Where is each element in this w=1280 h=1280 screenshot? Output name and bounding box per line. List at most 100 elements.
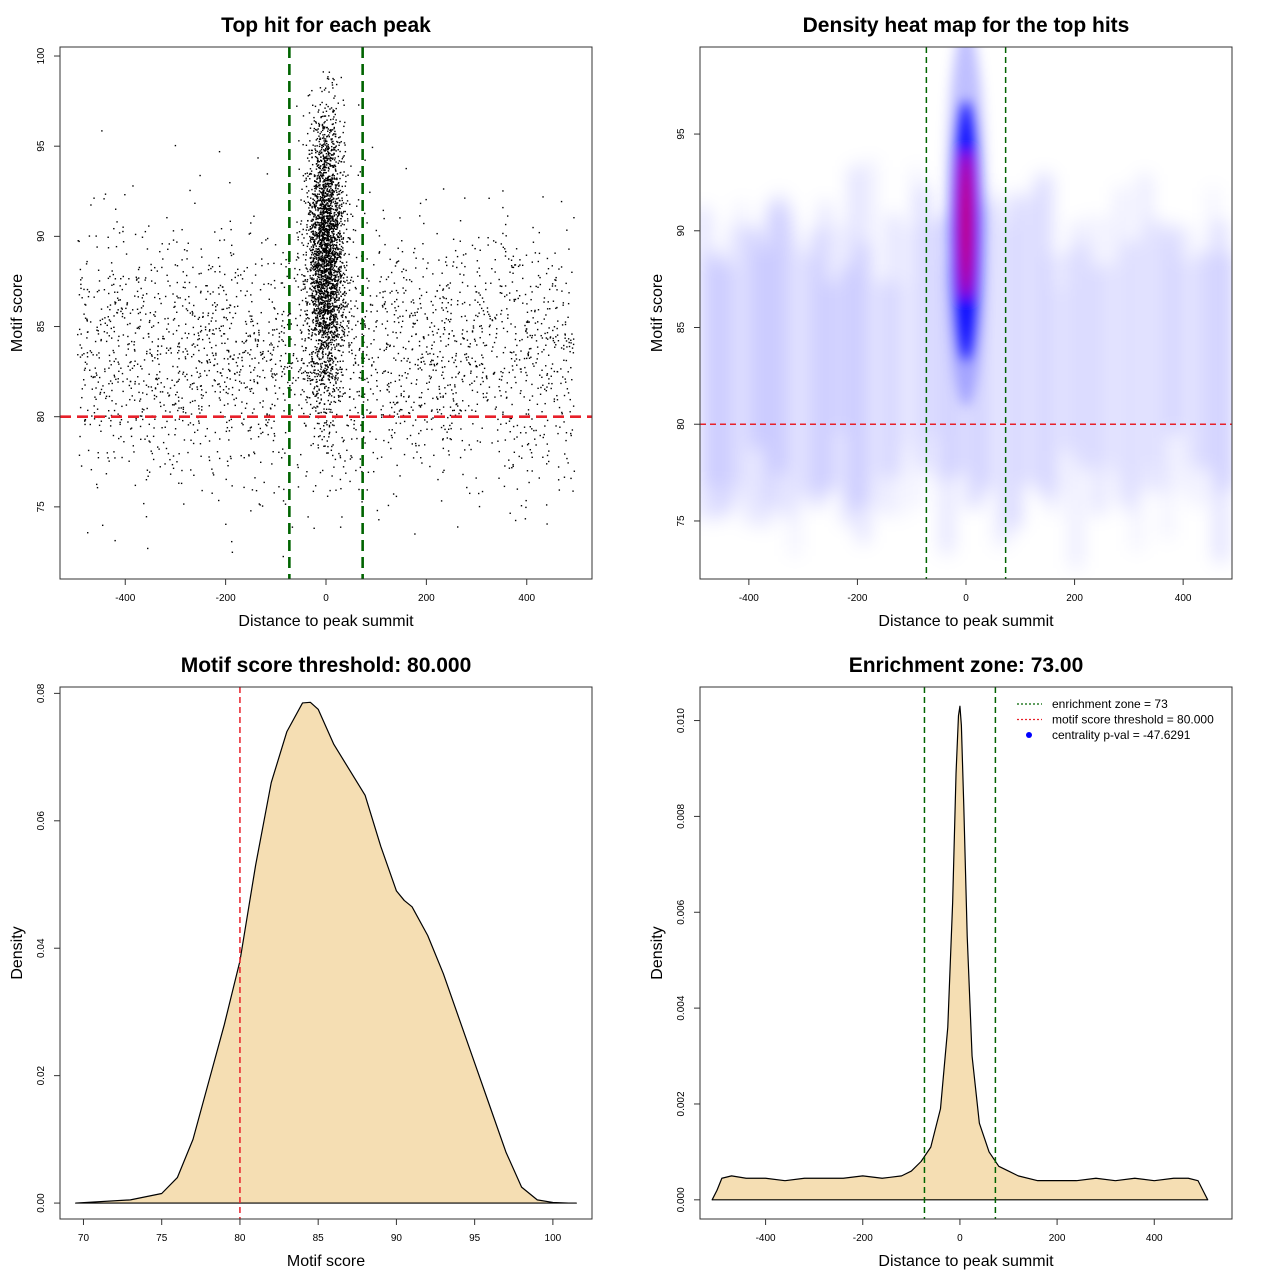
- scatter-point: [333, 110, 335, 112]
- scatter-point: [423, 222, 425, 225]
- scatter-point: [470, 448, 472, 451]
- scatter-point: [258, 362, 260, 364]
- scatter-point: [323, 320, 325, 323]
- scatter-point: [414, 442, 417, 445]
- scatter-point: [334, 253, 336, 256]
- scatter-point: [192, 343, 195, 345]
- scatter-point: [340, 253, 342, 255]
- scatter-point: [329, 403, 331, 406]
- scatter-point: [271, 354, 273, 356]
- scatter-point: [282, 448, 284, 450]
- scatter-point: [507, 317, 509, 319]
- scatter-point: [502, 232, 504, 235]
- scatter-point: [471, 389, 474, 392]
- scatter-point: [314, 180, 316, 182]
- scatter-point: [208, 337, 210, 340]
- scatter-point: [326, 348, 329, 350]
- scatter-point: [333, 236, 336, 238]
- scatter-point: [405, 400, 407, 403]
- scatter-point: [448, 287, 450, 289]
- scatter-point: [325, 342, 327, 344]
- scatter-point: [471, 357, 473, 359]
- scatter-point: [331, 217, 333, 220]
- scatter-point: [320, 365, 322, 367]
- scatter-point: [556, 370, 559, 373]
- scatter-point: [335, 266, 338, 268]
- scatter-point: [378, 252, 380, 254]
- scatter-point: [333, 116, 335, 118]
- scatter-point: [160, 302, 162, 305]
- scatter-point: [93, 412, 96, 414]
- scatter-point: [327, 220, 329, 223]
- scatter-point: [286, 275, 288, 278]
- scatter-point: [153, 398, 156, 400]
- scatter-point: [120, 418, 123, 421]
- scatter-point: [310, 228, 312, 230]
- scatter-point: [163, 404, 165, 406]
- scatter-point: [138, 277, 140, 279]
- scatter-point: [331, 190, 333, 192]
- scatter-point: [98, 352, 100, 354]
- scatter-point: [558, 489, 561, 491]
- scatter-point: [330, 210, 332, 212]
- scatter-point: [383, 217, 385, 220]
- scatter-point: [447, 284, 449, 286]
- scatter-point: [326, 119, 328, 121]
- scatter-point: [355, 288, 357, 290]
- scatter-point: [318, 109, 320, 111]
- scatter-point: [323, 270, 326, 273]
- scatter-point: [317, 372, 319, 375]
- scatter-point: [319, 313, 321, 316]
- scatter-point: [184, 375, 186, 378]
- scatter-point: [150, 263, 152, 266]
- scatter-point: [126, 323, 129, 326]
- scatter-point: [338, 333, 340, 336]
- scatter-point: [133, 341, 136, 343]
- scatter-point: [308, 375, 311, 378]
- scatter-point: [462, 337, 464, 339]
- scatter-point: [178, 325, 180, 327]
- scatter-point: [501, 285, 503, 288]
- scatter-point: [335, 260, 338, 263]
- scatter-point: [494, 271, 496, 273]
- scatter-point: [449, 406, 452, 408]
- scatter-point: [333, 340, 336, 342]
- scatter-point: [136, 278, 138, 280]
- scatter-point: [329, 197, 332, 199]
- scatter-point: [321, 123, 324, 126]
- scatter-point: [167, 248, 169, 251]
- scatter-point: [318, 187, 321, 190]
- scatter-point: [315, 256, 317, 258]
- scatter-point: [465, 253, 467, 255]
- scatter-point: [96, 326, 98, 328]
- scatter-point: [325, 260, 327, 262]
- scatter-point: [477, 315, 479, 318]
- scatter-point: [501, 292, 503, 294]
- scatter-point: [344, 266, 346, 269]
- scatter-point: [343, 331, 346, 333]
- scatter-point: [338, 239, 341, 241]
- scatter-point: [565, 340, 568, 342]
- scatter-point: [284, 503, 287, 505]
- scatter-point: [314, 225, 316, 228]
- scatter-point: [348, 237, 351, 239]
- scatter-point: [200, 325, 202, 327]
- scatter-point: [571, 333, 573, 335]
- scatter-point: [225, 430, 228, 433]
- scatter-point: [317, 184, 320, 186]
- scatter-point: [342, 301, 344, 304]
- scatter-point: [524, 518, 527, 520]
- scatter-point: [249, 390, 252, 393]
- scatter-point: [335, 219, 338, 222]
- scatter-point: [317, 317, 319, 319]
- scatter-point: [87, 532, 89, 534]
- scatter-point: [95, 235, 97, 237]
- scatter-point: [442, 471, 444, 473]
- scatter-point: [316, 270, 318, 272]
- scatter-point: [325, 253, 327, 255]
- scatter-point: [295, 379, 297, 382]
- scatter-point: [486, 400, 488, 402]
- scatter-point: [320, 383, 323, 385]
- scatter-point: [327, 166, 330, 169]
- scatter-point: [460, 343, 462, 345]
